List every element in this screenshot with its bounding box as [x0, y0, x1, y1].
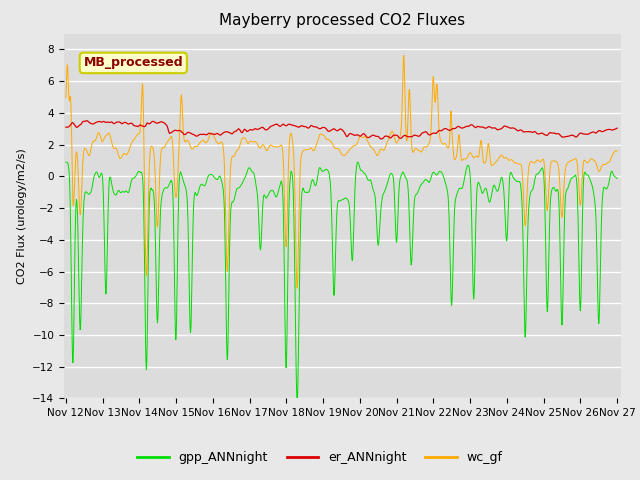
Title: Mayberry processed CO2 Fluxes: Mayberry processed CO2 Fluxes: [220, 13, 465, 28]
Legend: gpp_ANNnight, er_ANNnight, wc_gf: gpp_ANNnight, er_ANNnight, wc_gf: [132, 446, 508, 469]
Text: MB_processed: MB_processed: [83, 57, 183, 70]
Y-axis label: CO2 Flux (urology/m2/s): CO2 Flux (urology/m2/s): [17, 148, 27, 284]
